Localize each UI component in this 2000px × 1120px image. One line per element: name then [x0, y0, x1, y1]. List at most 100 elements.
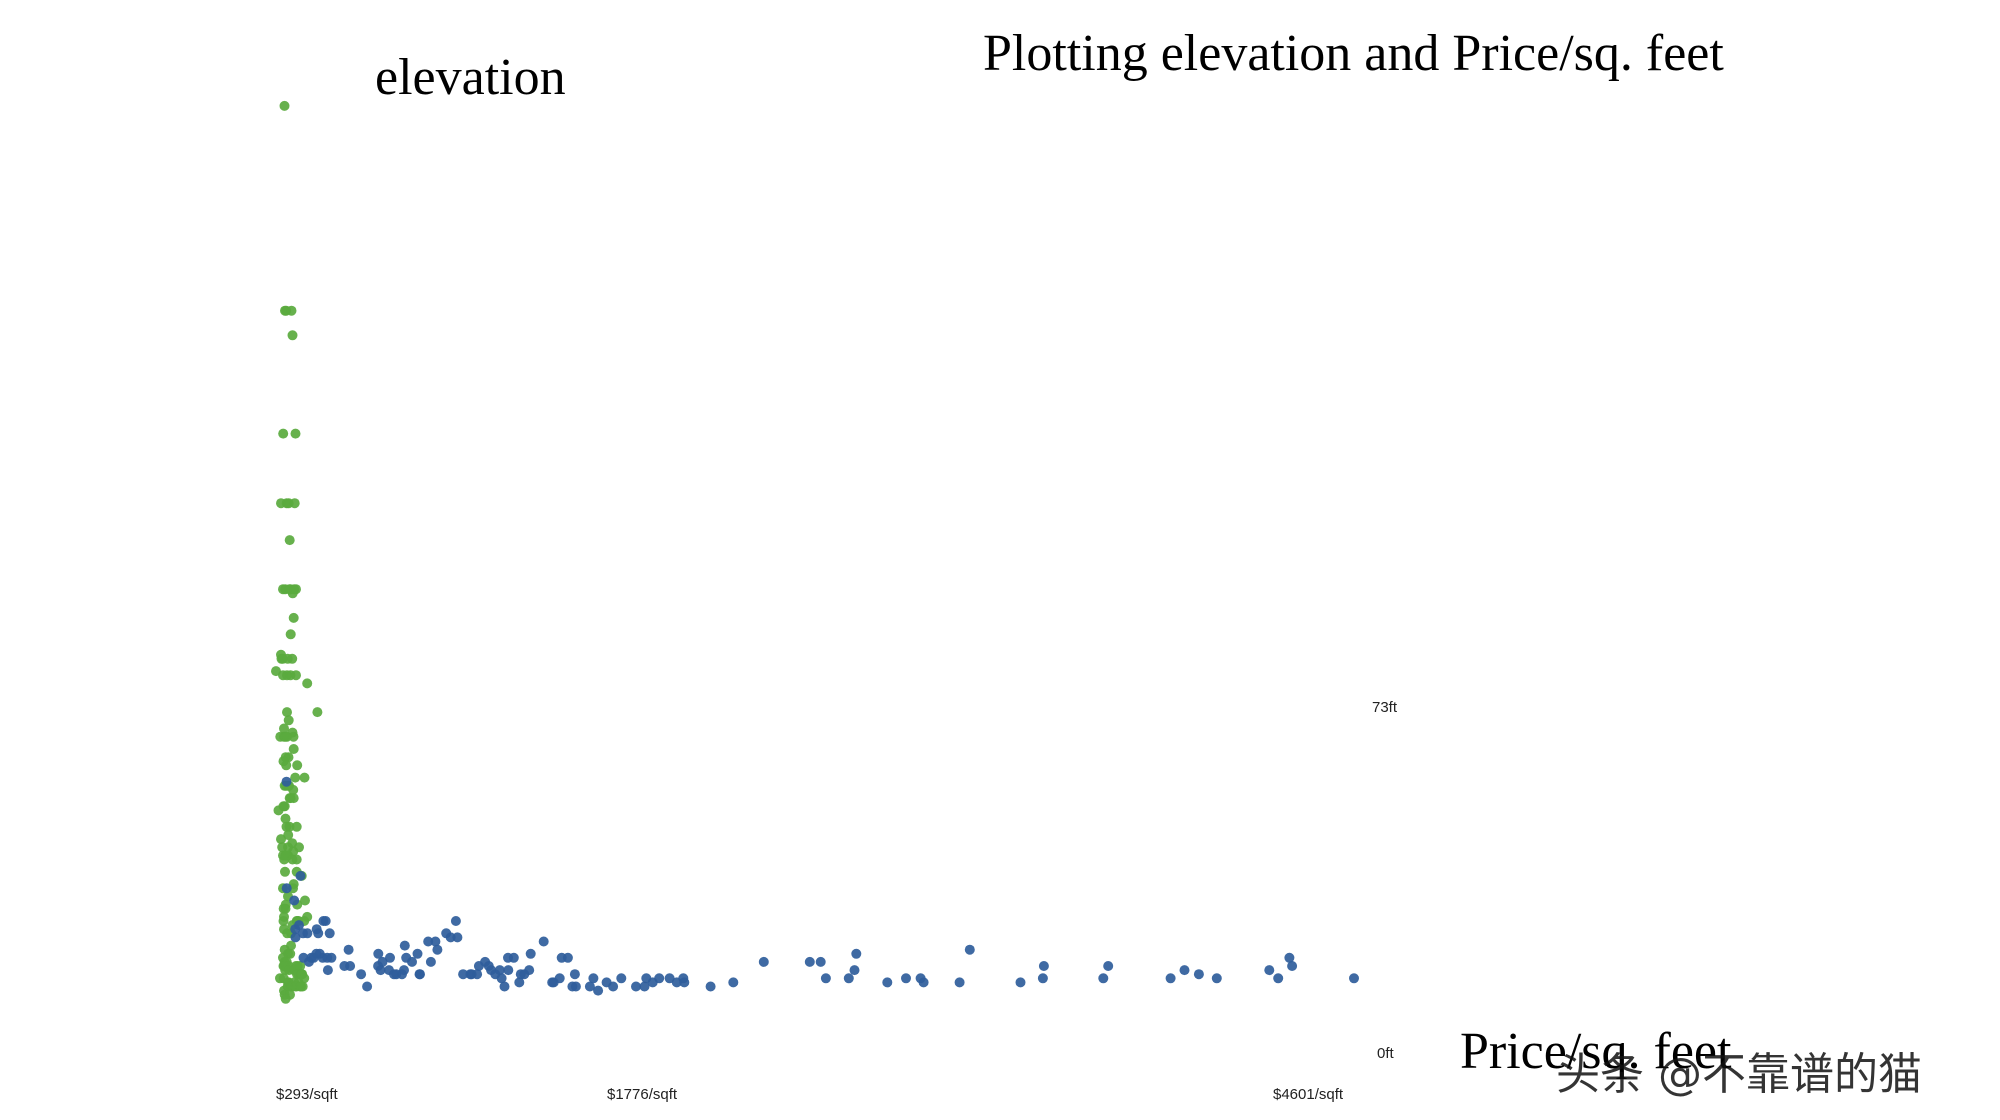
- green-point-34: [283, 715, 294, 726]
- blue-point-47: [472, 969, 483, 980]
- blue-point-116: [389, 969, 399, 980]
- blue-point-14: [313, 928, 324, 939]
- green-point-25: [287, 653, 298, 664]
- blue-point-69: [570, 981, 581, 992]
- blue-point-78: [654, 973, 665, 984]
- green-point-41: [288, 731, 299, 742]
- green-point-12: [284, 535, 295, 546]
- blue-point-23: [362, 981, 373, 992]
- blue-point-19: [324, 928, 335, 939]
- green-point-60: [273, 805, 284, 816]
- blue-point-121: [524, 965, 535, 976]
- blue-point-107: [1273, 973, 1284, 984]
- green-point-78: [291, 854, 302, 865]
- blue-point-83: [728, 977, 739, 988]
- blue-point-70: [588, 973, 599, 984]
- green-point-97: [278, 916, 289, 926]
- green-point-86: [300, 895, 310, 906]
- blue-point-6: [295, 870, 306, 881]
- x-tick-label-min: $293/sqft: [276, 1086, 338, 1103]
- green-point-49: [290, 772, 301, 783]
- green-point-126: [275, 973, 285, 984]
- green-point-30: [291, 670, 301, 681]
- blue-point-92: [901, 973, 911, 984]
- blue-point-82: [705, 981, 716, 992]
- blue-point-0: [281, 776, 292, 787]
- green-point-46: [281, 760, 292, 771]
- green-point-0: [279, 100, 290, 111]
- blue-point-115: [356, 969, 367, 980]
- blue-point-100: [1098, 973, 1109, 984]
- blue-point-43: [450, 916, 461, 926]
- green-point-66: [276, 834, 286, 845]
- blue-point-37: [415, 969, 425, 980]
- blue-point-94: [918, 977, 929, 988]
- blue-point-54: [496, 973, 507, 984]
- y-tick-label-bottom: 0ft: [1377, 1045, 1394, 1062]
- blue-point-90: [851, 948, 862, 959]
- green-point-6: [278, 428, 289, 439]
- blue-point-112: [308, 952, 319, 963]
- blue-point-58: [514, 977, 525, 988]
- y-tick-label-top: 73ft: [1372, 699, 1398, 716]
- blue-point-81: [679, 977, 690, 988]
- blue-point-95: [954, 977, 965, 988]
- green-point-90: [278, 903, 289, 914]
- blue-point-124: [616, 973, 627, 984]
- blue-point-102: [1165, 973, 1176, 984]
- x-axis-label: Price/sq. feet: [1460, 1023, 1732, 1080]
- blue-point-119: [458, 969, 469, 980]
- blue-point-32: [399, 940, 410, 951]
- blue-point-85: [804, 956, 815, 967]
- blue-point-106: [1264, 965, 1275, 976]
- green-point-32: [312, 707, 323, 718]
- blue-point-2: [289, 895, 300, 906]
- blue-point-26: [375, 965, 386, 976]
- blue-point-97: [1015, 977, 1026, 988]
- blue-point-56: [503, 965, 514, 976]
- blue-point-89: [849, 965, 860, 976]
- blue-point-117: [399, 965, 409, 976]
- blue-point-21: [343, 944, 354, 955]
- blue-point-120: [503, 952, 513, 963]
- green-point-138: [297, 981, 308, 992]
- x-tick-label-max: $4601/sqft: [1273, 1086, 1344, 1103]
- green-point-69: [277, 842, 288, 853]
- blue-point-105: [1211, 973, 1222, 984]
- blue-point-55: [499, 981, 510, 992]
- chart-title: Plotting elevation and Price/sq. feet: [983, 25, 1724, 82]
- blue-point-108: [1284, 952, 1295, 963]
- blue-point-88: [843, 973, 854, 984]
- green-point-42: [288, 744, 299, 754]
- blue-point-44: [452, 932, 463, 943]
- blue-point-73: [608, 981, 619, 992]
- green-point-77: [279, 854, 290, 865]
- blue-point-61: [525, 948, 536, 959]
- blue-point-17: [320, 916, 331, 926]
- blue-point-104: [1193, 969, 1204, 980]
- green-point-20: [285, 629, 296, 640]
- blue-point-53: [494, 965, 505, 976]
- green-point-33: [282, 707, 292, 718]
- y-axis-label: elevation: [375, 49, 566, 106]
- blue-point-125: [671, 977, 682, 988]
- blue-point-5: [290, 924, 301, 935]
- green-point-48: [299, 772, 310, 783]
- blue-point-123: [584, 981, 595, 992]
- blue-point-113: [322, 965, 333, 976]
- blue-point-1: [281, 883, 292, 894]
- green-point-11: [289, 498, 300, 509]
- green-point-80: [280, 866, 290, 877]
- green-point-101: [282, 928, 293, 939]
- blue-point-114: [339, 961, 350, 971]
- blue-point-35: [412, 948, 423, 959]
- green-point-35: [279, 723, 289, 734]
- blue-point-68: [569, 969, 580, 980]
- blue-point-27: [377, 956, 388, 967]
- blue-point-101: [1103, 961, 1114, 971]
- blue-point-86: [815, 956, 826, 967]
- green-point-47: [292, 760, 303, 771]
- blue-point-38: [423, 936, 434, 947]
